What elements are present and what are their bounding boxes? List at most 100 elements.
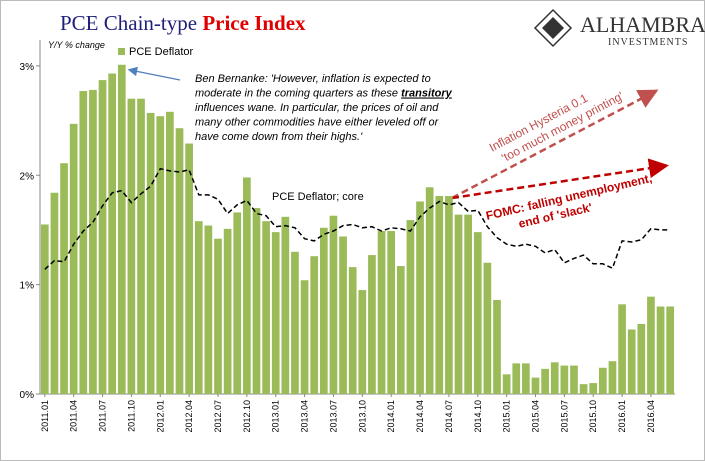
x-tick-label: 2011.07 xyxy=(98,400,108,432)
annotation: have come down from their highs.' xyxy=(195,131,363,143)
x-tick-label: 2012.01 xyxy=(155,400,165,433)
bar xyxy=(512,363,521,394)
bar xyxy=(396,266,405,394)
bar xyxy=(300,280,309,394)
chart-title: PCE Chain-type Price Index xyxy=(60,11,306,35)
bar xyxy=(271,232,280,394)
bar xyxy=(445,196,453,394)
x-tick-label: 2013.10 xyxy=(357,400,367,433)
bar xyxy=(473,232,482,394)
x-tick-label: 2015.04 xyxy=(530,400,540,433)
x-tick-label: 2014.04 xyxy=(415,400,425,433)
bar xyxy=(637,324,646,394)
bar xyxy=(608,361,617,394)
bar xyxy=(579,384,588,394)
x-tick-label: 2012.10 xyxy=(242,400,252,433)
annotation-text: many other commodities have either level… xyxy=(195,117,440,129)
bar xyxy=(214,238,222,394)
bar xyxy=(666,306,675,394)
bar xyxy=(329,215,338,394)
bar xyxy=(348,267,357,394)
annotation-text: have come down from their highs.' xyxy=(195,131,363,143)
bar xyxy=(233,212,242,394)
x-tick-label: 2011.10 xyxy=(126,400,136,432)
bar xyxy=(291,251,299,394)
bar xyxy=(358,290,367,394)
bar xyxy=(541,368,549,394)
bar xyxy=(647,296,655,394)
bar xyxy=(69,123,78,394)
bar xyxy=(310,256,319,394)
bar xyxy=(166,111,174,394)
bar xyxy=(243,177,251,394)
bar xyxy=(531,377,540,394)
x-tick-label: 2014.07 xyxy=(444,400,454,433)
bar xyxy=(425,187,434,394)
bar xyxy=(522,363,530,394)
bar xyxy=(618,304,626,394)
legend-label: PCE Deflator xyxy=(129,46,194,58)
y-tick-label: 0% xyxy=(20,390,35,401)
bar xyxy=(656,306,665,394)
bar xyxy=(627,329,636,394)
x-tick-label: 2011.01 xyxy=(40,400,50,432)
arrow xyxy=(127,66,181,81)
bar xyxy=(262,221,270,394)
bar xyxy=(223,228,232,394)
arrow xyxy=(451,158,669,200)
x-tick-label: 2014.01 xyxy=(386,400,396,433)
bar xyxy=(89,89,97,394)
logo-sub: INVESTMENTS xyxy=(608,37,688,48)
x-tick-label: 2015.07 xyxy=(559,400,569,433)
bar xyxy=(377,231,386,394)
annotation-emphasis: transitory xyxy=(401,88,453,100)
bar xyxy=(339,236,347,394)
bar xyxy=(454,214,463,394)
bar xyxy=(589,383,598,394)
bar xyxy=(560,365,569,394)
annotation: Ben Bernanke: 'However, inflation is exp… xyxy=(195,73,431,85)
bar xyxy=(60,163,68,394)
annotation-text: moderate in the coming quarters as these xyxy=(195,88,401,100)
x-tick-label: 2012.07 xyxy=(213,400,223,433)
bar xyxy=(252,208,261,394)
x-tick-label: 2014.10 xyxy=(473,400,483,433)
bar xyxy=(502,374,511,394)
bar xyxy=(281,216,290,394)
annotation-text: Ben Bernanke: 'However, inflation is exp… xyxy=(195,73,431,85)
y-tick-label: 3% xyxy=(20,62,35,73)
x-tick-label: 2013.07 xyxy=(328,400,338,433)
bar xyxy=(137,98,145,394)
bar xyxy=(108,73,117,394)
bar xyxy=(483,262,492,394)
arrow xyxy=(451,89,659,200)
x-tick-label: 2012.04 xyxy=(184,400,194,433)
x-tick-label: 2011.04 xyxy=(69,400,79,432)
bar xyxy=(416,201,424,394)
bar xyxy=(194,221,203,394)
logo-name: ALHAMBRA xyxy=(580,12,705,37)
x-tick-label: 2016.01 xyxy=(617,400,627,433)
y-axis-label: Y/Y % change xyxy=(48,40,105,50)
x-tick-label: 2013.04 xyxy=(300,400,310,433)
bar xyxy=(204,225,213,394)
bar xyxy=(98,80,107,394)
bar xyxy=(406,220,415,394)
bar xyxy=(493,299,501,394)
y-tick-label: 2% xyxy=(20,171,35,182)
bar xyxy=(50,192,59,394)
bar xyxy=(387,231,396,394)
x-tick-label: 2016.04 xyxy=(646,400,656,433)
bar xyxy=(79,91,88,394)
bar xyxy=(550,362,559,394)
annotation-text: influences wane. In particular, the pric… xyxy=(195,102,439,114)
bar xyxy=(185,143,193,394)
bar xyxy=(117,64,126,394)
line xyxy=(44,167,671,270)
y-tick-label: 1% xyxy=(20,281,35,292)
bar xyxy=(368,255,376,394)
line-label: PCE Deflator; core xyxy=(272,191,364,203)
bar xyxy=(319,227,328,394)
x-tick-label: 2015.01 xyxy=(502,400,512,433)
